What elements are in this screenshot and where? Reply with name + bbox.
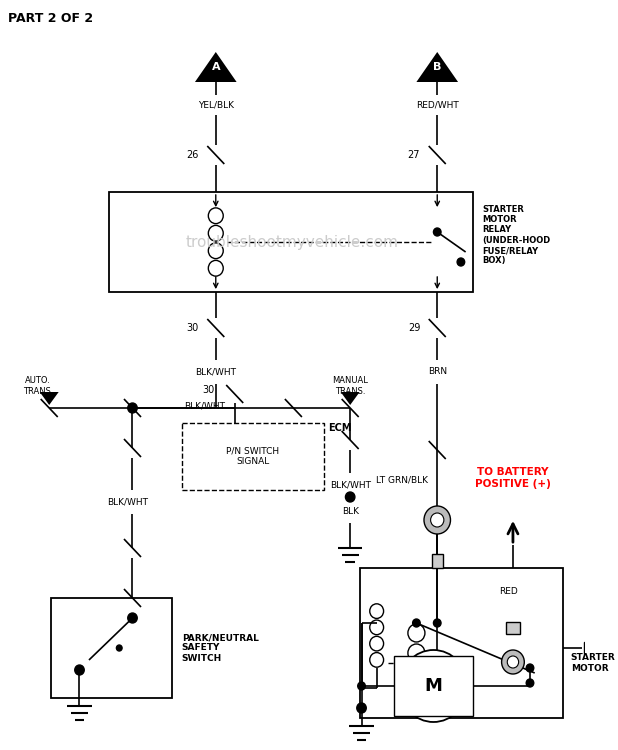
Text: TO BATTERY
POSITIVE (+): TO BATTERY POSITIVE (+) xyxy=(475,467,551,489)
Circle shape xyxy=(433,228,441,236)
Bar xyxy=(109,192,473,292)
Text: M: M xyxy=(425,677,442,695)
Text: AUTO.
TRANS.: AUTO. TRANS. xyxy=(23,376,53,396)
Text: STARTER
MOTOR
RELAY
(UNDER-HOOD
FUSE/RELAY
BOX): STARTER MOTOR RELAY (UNDER-HOOD FUSE/REL… xyxy=(483,205,551,266)
Bar xyxy=(51,598,172,698)
Text: BLK/WHT: BLK/WHT xyxy=(329,481,371,490)
Bar xyxy=(360,568,563,718)
Circle shape xyxy=(357,703,366,713)
Circle shape xyxy=(399,650,468,722)
Circle shape xyxy=(424,506,451,534)
Text: 30: 30 xyxy=(202,385,214,395)
Circle shape xyxy=(433,619,441,627)
Circle shape xyxy=(413,619,420,627)
Text: BLK: BLK xyxy=(342,506,358,515)
Polygon shape xyxy=(341,392,360,405)
Circle shape xyxy=(526,664,534,672)
Text: troubleshootmyvehicle.com: troubleshootmyvehicle.com xyxy=(186,235,399,250)
Text: YEL/BLK: YEL/BLK xyxy=(198,100,234,109)
Text: STARTER
MOTOR: STARTER MOTOR xyxy=(570,653,616,673)
Bar xyxy=(182,423,324,490)
Text: 27: 27 xyxy=(408,150,420,160)
Text: M: M xyxy=(425,677,442,695)
Circle shape xyxy=(526,679,534,687)
Circle shape xyxy=(345,492,355,502)
Text: B: B xyxy=(433,62,441,72)
Bar xyxy=(506,622,520,634)
Circle shape xyxy=(116,645,122,651)
Text: 29: 29 xyxy=(408,323,420,333)
Text: BRN: BRN xyxy=(428,368,447,376)
Bar xyxy=(584,642,595,654)
Text: A: A xyxy=(211,62,220,72)
Circle shape xyxy=(75,665,84,675)
Polygon shape xyxy=(417,52,458,82)
Text: MANUAL
TRANS.: MANUAL TRANS. xyxy=(332,376,368,396)
Text: RED: RED xyxy=(499,587,518,596)
Circle shape xyxy=(502,650,524,674)
Text: BLK/WHT: BLK/WHT xyxy=(185,401,226,410)
Text: BLK/WHT: BLK/WHT xyxy=(108,497,148,506)
Bar xyxy=(431,554,443,568)
Text: 30: 30 xyxy=(187,323,199,333)
Polygon shape xyxy=(40,392,59,405)
Circle shape xyxy=(431,513,444,527)
Text: P/N SWITCH
SIGNAL: P/N SWITCH SIGNAL xyxy=(226,447,279,466)
Circle shape xyxy=(457,258,465,266)
Text: LT GRN/BLK: LT GRN/BLK xyxy=(376,476,428,484)
Circle shape xyxy=(507,656,519,668)
Text: BLK/WHT: BLK/WHT xyxy=(195,368,236,376)
Circle shape xyxy=(358,682,365,690)
Bar xyxy=(394,656,473,716)
Polygon shape xyxy=(195,52,237,82)
Text: 26: 26 xyxy=(187,150,199,160)
Text: PARK/NEUTRAL
SAFETY
SWITCH: PARK/NEUTRAL SAFETY SWITCH xyxy=(182,633,258,663)
Text: RED/WHT: RED/WHT xyxy=(416,100,459,109)
Circle shape xyxy=(128,613,137,623)
Circle shape xyxy=(128,403,137,413)
Text: PART 2 OF 2: PART 2 OF 2 xyxy=(7,11,93,25)
Text: ECM: ECM xyxy=(328,423,352,433)
